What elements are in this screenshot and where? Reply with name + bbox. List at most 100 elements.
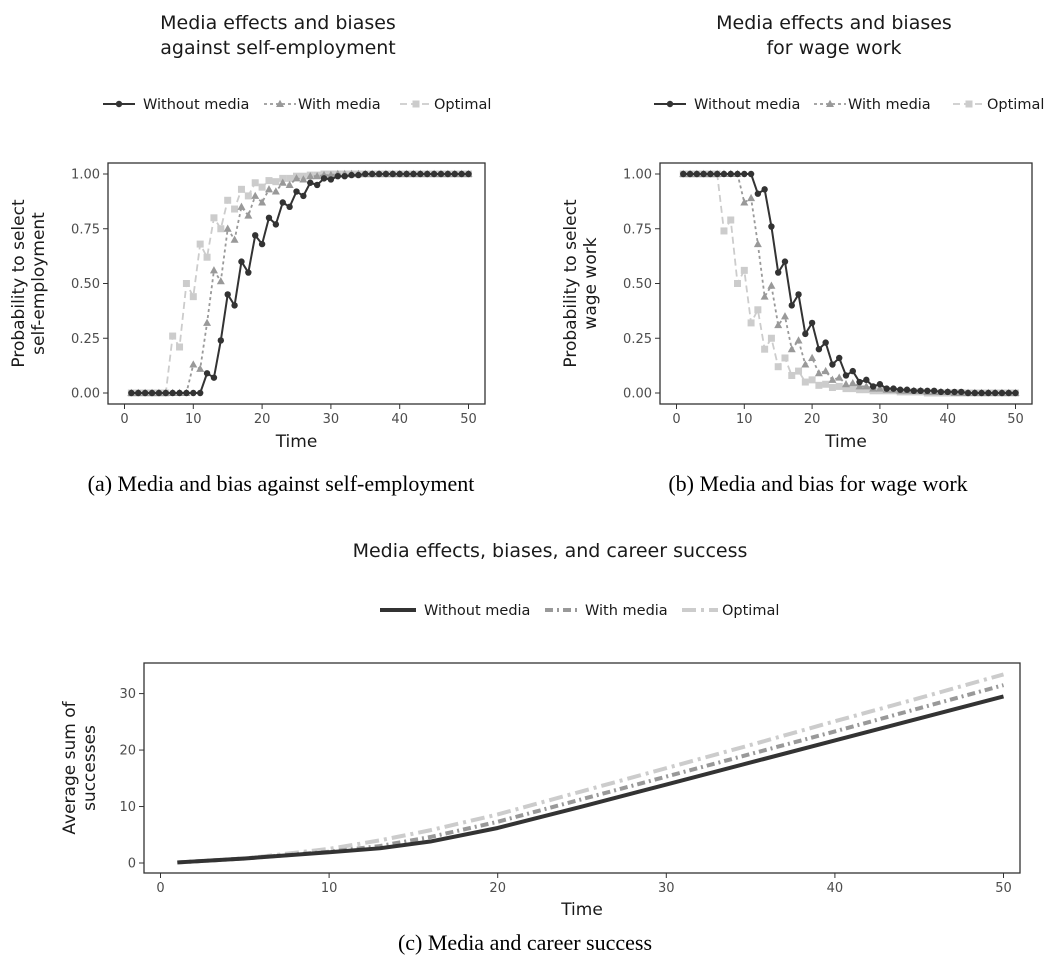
data-point [700, 170, 707, 178]
data-point [801, 378, 809, 386]
series-0 [177, 694, 1005, 865]
data-point [203, 370, 211, 377]
data-point [848, 378, 857, 387]
data-point [300, 192, 307, 200]
data-point [822, 380, 830, 388]
data-point [958, 388, 965, 396]
data-point [430, 170, 438, 178]
data-point [313, 181, 321, 189]
data-point [924, 387, 931, 395]
data-point [224, 291, 231, 298]
y-tick-label: 0.50 [71, 277, 100, 292]
data-point [787, 345, 796, 353]
x-tick-label: 50 [1007, 412, 1024, 427]
data-point [209, 266, 218, 274]
data-point [761, 345, 769, 353]
data-point [869, 383, 877, 390]
data-point [196, 240, 204, 248]
data-point [155, 389, 163, 397]
data-point [313, 171, 322, 180]
data-point [808, 376, 816, 384]
y-tick-label: 0.25 [71, 332, 100, 347]
data-point [265, 177, 273, 185]
data-point [727, 170, 734, 178]
data-point [231, 205, 239, 213]
data-point [774, 363, 782, 371]
x-tick-label: 0 [120, 412, 128, 427]
data-point [883, 385, 890, 392]
x-tick-label: 10 [185, 412, 202, 427]
data-point [978, 389, 985, 397]
data-point [458, 170, 465, 178]
data-point [814, 369, 823, 377]
data-point [930, 387, 938, 395]
data-point [279, 199, 286, 206]
legend-label: With media [848, 97, 931, 113]
data-point [808, 353, 817, 361]
data-point [693, 170, 701, 178]
data-point [196, 364, 205, 372]
data-point [237, 202, 246, 210]
legend-label: Optimal [722, 603, 779, 619]
legend-item [264, 99, 296, 107]
data-point [754, 190, 762, 197]
data-point [183, 389, 190, 397]
series-line [131, 173, 469, 394]
data-point [795, 367, 803, 375]
data-point [203, 318, 212, 326]
data-point [410, 170, 417, 178]
data-point [169, 332, 177, 340]
data-point [727, 216, 735, 224]
y-tick-label: 0.75 [71, 222, 100, 237]
data-point [856, 378, 863, 386]
data-point [189, 360, 198, 368]
x-tick-label: 20 [489, 881, 506, 896]
data-point [264, 185, 273, 193]
legend-marker [276, 99, 284, 107]
data-point [849, 367, 856, 375]
series-1 [679, 169, 1020, 396]
series-line [131, 173, 469, 394]
data-point [251, 191, 260, 199]
data-point [258, 240, 266, 248]
data-point [203, 253, 211, 261]
y-tick-label: 30 [119, 687, 136, 702]
y-tick-label: 20 [119, 744, 136, 759]
data-point [368, 170, 376, 178]
data-point [237, 185, 245, 193]
data-point [707, 170, 714, 178]
data-point [230, 235, 239, 243]
data-point [271, 187, 280, 195]
data-point [795, 291, 802, 298]
legend-marker [412, 100, 420, 108]
chart-title: against self-employment [160, 37, 396, 59]
data-point [855, 382, 864, 390]
data-point [808, 319, 816, 327]
data-point [842, 372, 850, 379]
data-point [720, 170, 728, 178]
data-point [802, 330, 809, 338]
series-line [131, 173, 469, 394]
data-point [788, 302, 795, 309]
chart-title: Media effects, biases, and career succes… [353, 540, 748, 562]
figure-caption: (c) Media and career success [398, 930, 652, 955]
data-point [258, 183, 266, 191]
data-point [734, 170, 741, 178]
data-point [327, 176, 335, 183]
x-tick-label: 20 [804, 412, 821, 427]
data-point [680, 170, 687, 178]
data-point [686, 170, 694, 178]
series-1 [177, 683, 1005, 865]
y-tick-label: 0.25 [623, 332, 652, 347]
data-point [306, 171, 315, 180]
y-tick-label: 0.00 [71, 387, 100, 402]
legend-item [654, 100, 686, 108]
data-point [437, 170, 445, 178]
data-point [148, 389, 156, 397]
data-point [196, 389, 204, 397]
data-point [182, 280, 190, 287]
x-tick-label: 20 [254, 412, 271, 427]
plot-frame [143, 662, 1021, 874]
chart-title: for wage work [766, 37, 901, 59]
